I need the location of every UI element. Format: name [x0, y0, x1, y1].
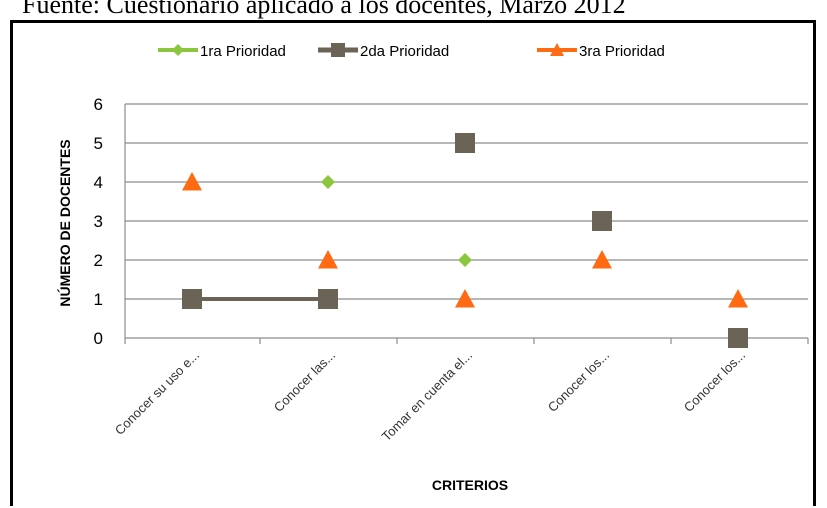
x-tick-label: Tomar en cuenta el...: [379, 348, 475, 444]
y-tick-label: 4: [94, 173, 103, 192]
y-tick-labels: 0 1 2 3 4 5 6: [94, 95, 103, 348]
y-tick-label: 0: [94, 329, 103, 348]
x-axis-title: CRITERIOS: [432, 477, 508, 493]
x-tick-label: Conocer los...: [681, 348, 748, 415]
y-tick-label: 6: [94, 95, 103, 114]
legend-item-3: 3ra Prioridad: [537, 43, 665, 60]
series-3: [182, 172, 748, 308]
legend-label: 3ra Prioridad: [579, 43, 665, 60]
data-point: [182, 289, 202, 309]
y-tick-label: 5: [94, 134, 103, 153]
data-point: [458, 253, 472, 267]
x-tick-label: Conocer los...: [545, 348, 612, 415]
legend-label: 1ra Prioridad: [200, 43, 286, 60]
data-point: [318, 250, 338, 269]
y-axis-title: NÚMERO DE DOCENTES: [56, 139, 73, 306]
legend-label: 2da Prioridad: [360, 43, 449, 60]
legend-marker: [172, 44, 184, 56]
y-tick-label: 3: [94, 212, 103, 231]
data-point: [455, 289, 475, 308]
legend-item-1: 1ra Prioridad: [158, 43, 286, 60]
data-point: [728, 328, 748, 348]
legend-marker: [550, 43, 564, 56]
data-point: [728, 289, 748, 308]
axes: [124, 104, 809, 344]
series-1: [321, 175, 472, 267]
legend-marker: [331, 43, 345, 57]
data-point: [182, 172, 202, 191]
data-point: [455, 133, 475, 153]
x-tick-label: Conocer su uso e...: [112, 348, 202, 438]
x-tick-labels: Conocer su uso e... Conocer las... Tomar e…: [112, 348, 748, 444]
y-tick-label: 1: [94, 290, 103, 309]
legend-item-2: 2da Prioridad: [318, 43, 449, 60]
legend: 1ra Prioridad 2da Prioridad 3ra Prioridad: [158, 43, 665, 60]
figure-source-caption: Fuente: Cuestionario aplicado a los doce…: [22, 0, 626, 19]
series-2: [182, 133, 748, 348]
chart-frame: [10, 20, 816, 506]
data-point: [318, 289, 338, 309]
y-tick-label: 2: [94, 251, 103, 270]
data-point: [321, 175, 335, 189]
series: [182, 133, 748, 348]
data-point: [592, 211, 612, 231]
x-tick-label: Conocer las...: [271, 348, 338, 415]
data-point: [592, 250, 612, 269]
